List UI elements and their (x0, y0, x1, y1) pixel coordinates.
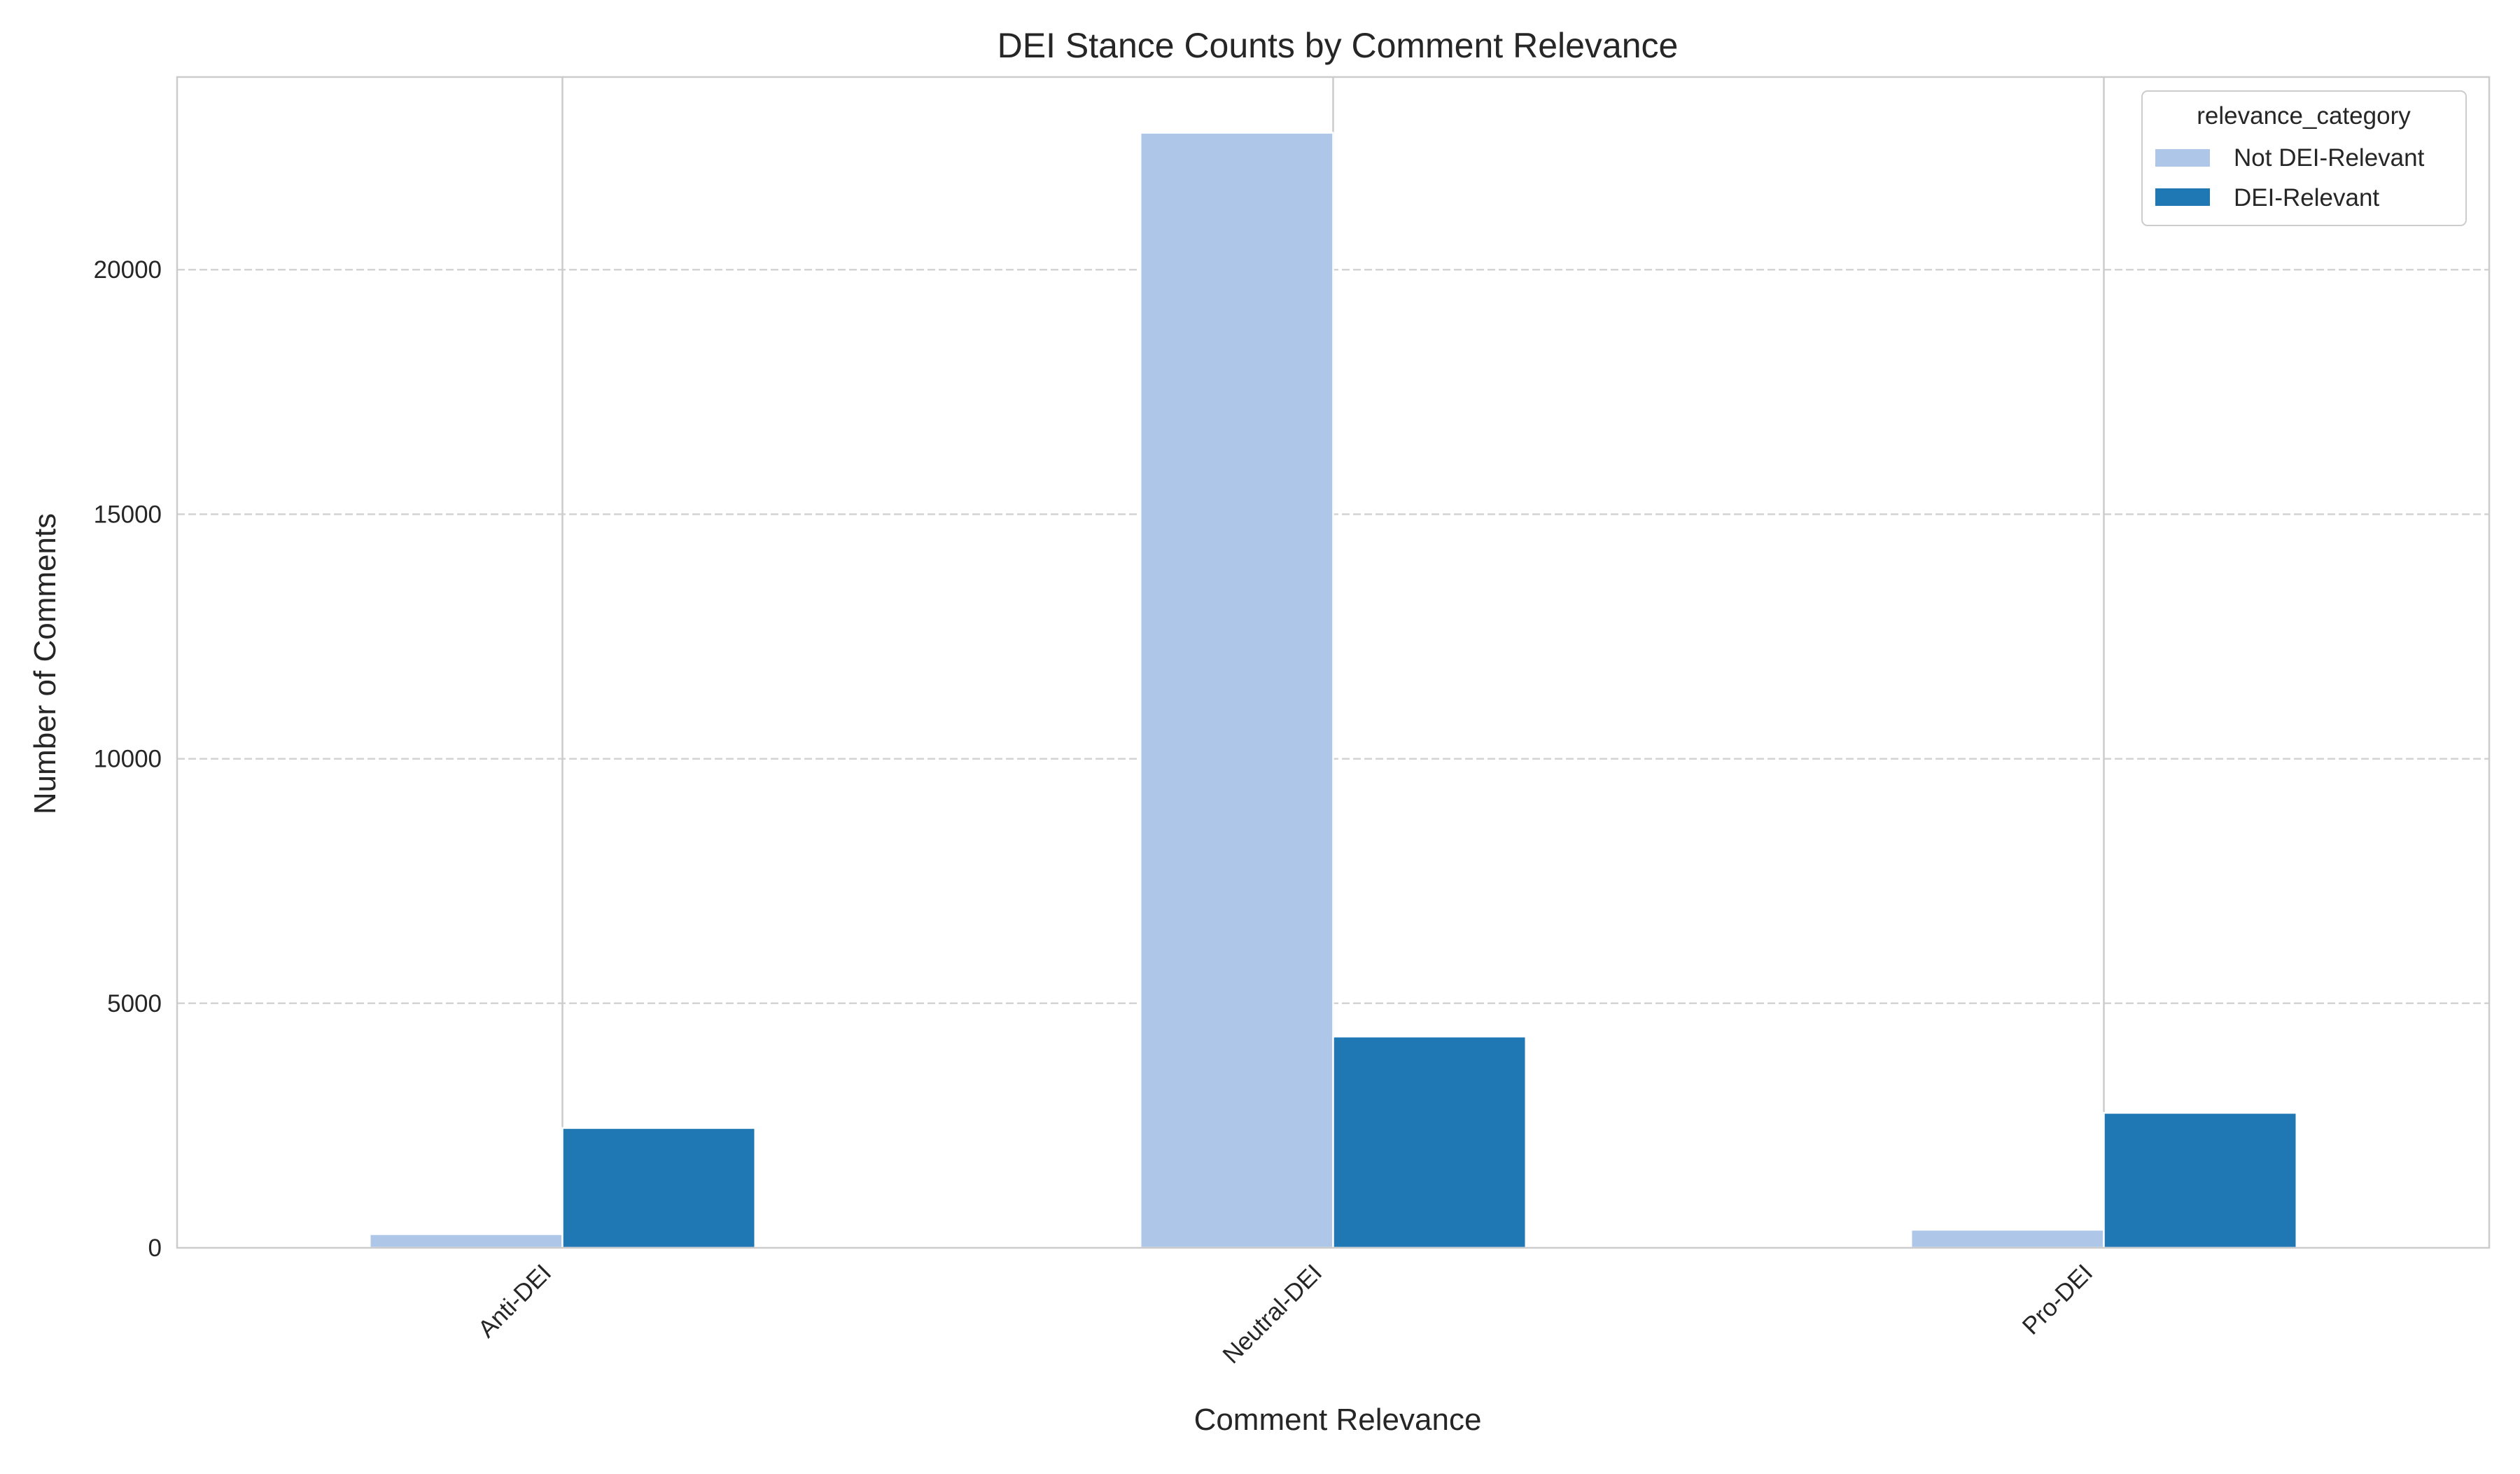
bar-neutral-dei-not-dei-relevant (1140, 132, 1334, 1249)
chart-title: DEI Stance Counts by Comment Relevance (997, 26, 1679, 65)
legend: relevance_category Not DEI-Relevant DEI-… (2141, 90, 2467, 226)
legend-swatch-dei-relevant (2155, 188, 2210, 206)
bars-layer (369, 132, 2297, 1249)
y-tick-labels: 0 5000 10000 15000 20000 (94, 256, 162, 1262)
legend-title: relevance_category (2197, 102, 2411, 130)
y-tick-label: 15000 (94, 501, 162, 528)
y-tick-label: 5000 (107, 990, 162, 1017)
bar-neutral-dei-dei-relevant (1332, 1036, 1527, 1249)
bar-pro-dei-dei-relevant (2103, 1111, 2297, 1249)
bar-anti-dei-dei-relevant (561, 1127, 756, 1249)
x-axis-label: Comment Relevance (1194, 1403, 1482, 1437)
y-tick-label: 20000 (94, 256, 162, 284)
bar-anti-dei-not-dei-relevant (369, 1233, 564, 1249)
y-axis-label: Number of Comments (28, 513, 62, 814)
legend-swatch-not-dei-relevant (2155, 149, 2210, 167)
bar-pro-dei-not-dei-relevant (1910, 1228, 2105, 1249)
y-tick-label: 10000 (94, 746, 162, 773)
legend-box (2141, 90, 2467, 226)
y-tick-label: 0 (148, 1235, 162, 1262)
legend-label-dei-relevant: DEI-Relevant (2234, 184, 2379, 211)
legend-label-not-dei-relevant: Not DEI-Relevant (2234, 144, 2425, 172)
plot-area-frame (176, 76, 2491, 1249)
